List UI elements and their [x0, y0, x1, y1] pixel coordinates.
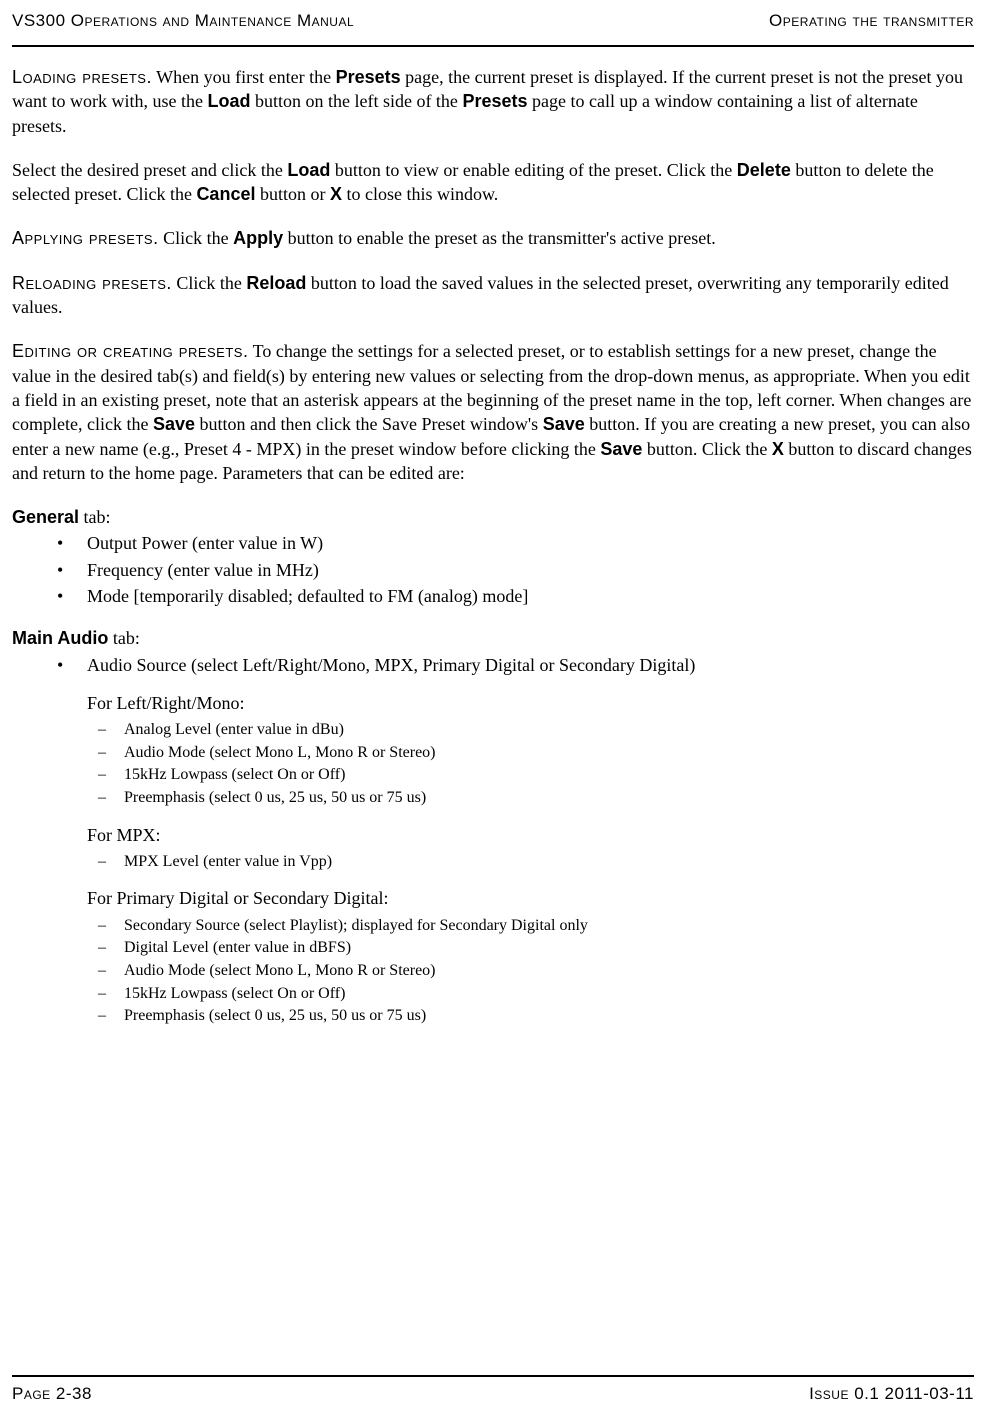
text: button and then click the Save Preset wi… [195, 414, 543, 434]
header-right: Operating the transmitter [769, 10, 974, 33]
list-item: Digital Level (enter value in dBFS) [12, 937, 974, 959]
general-bullets: Output Power (enter value in W) Frequenc… [12, 531, 974, 608]
text: to close this window. [342, 184, 498, 204]
sub-intro-lrm: For Left/Right/Mono: [12, 691, 974, 715]
list-item: Preemphasis (select 0 us, 25 us, 50 us o… [12, 787, 974, 809]
text: Click the [159, 228, 234, 248]
list-item: Output Power (enter value in W) [12, 531, 974, 555]
loading-para-2: Select the desired preset and click the … [12, 158, 974, 207]
save-bold: Save [153, 414, 195, 434]
delete-bold: Delete [737, 160, 791, 180]
save-bold-3: Save [600, 439, 642, 459]
list-item: MPX Level (enter value in Vpp) [12, 851, 974, 873]
text: Click the [172, 273, 247, 293]
x-bold: X [330, 184, 342, 204]
text: button on the left side of the [250, 91, 462, 111]
list-item: Audio Source (select Left/Right/Mono, MP… [12, 653, 974, 677]
page-content: Loading presets. When you first enter th… [12, 65, 974, 1345]
sub-intro-mpx: For MPX: [12, 823, 974, 847]
x-bold-2: X [772, 439, 784, 459]
apply-bold: Apply [233, 228, 283, 248]
main-audio-bullets: Audio Source (select Left/Right/Mono, MP… [12, 653, 974, 677]
loading-para-1: Loading presets. When you first enter th… [12, 65, 974, 138]
load-bold: Load [287, 160, 330, 180]
list-item: Preemphasis (select 0 us, 25 us, 50 us o… [12, 1005, 974, 1027]
text: button. Click the [642, 439, 772, 459]
save-bold-2: Save [543, 414, 585, 434]
footer-right: Issue 0.1 2011-03-11 [809, 1383, 974, 1406]
tab-suffix: tab: [79, 507, 111, 527]
list-item: Secondary Source (select Playlist); disp… [12, 915, 974, 937]
mpx-dashes: MPX Level (enter value in Vpp) [12, 851, 974, 873]
text: button to view or enable editing of the … [330, 160, 736, 180]
sub-intro-digital: For Primary Digital or Secondary Digital… [12, 886, 974, 910]
applying-head: Applying presets. [12, 228, 159, 248]
digital-dashes: Secondary Source (select Playlist); disp… [12, 915, 974, 1027]
list-item: 15kHz Lowpass (select On or Off) [12, 764, 974, 786]
text: button to enable the preset as the trans… [283, 228, 716, 248]
tab-suffix: tab: [108, 628, 140, 648]
editing-head: Editing or creating presets. [12, 341, 248, 361]
text: Select the desired preset and click the [12, 160, 287, 180]
header-left: VS300 Operations and Maintenance Manual [12, 10, 354, 33]
lrm-dashes: Analog Level (enter value in dBu) Audio … [12, 719, 974, 808]
footer-left: Page 2-38 [12, 1383, 92, 1406]
list-item: Analog Level (enter value in dBu) [12, 719, 974, 741]
reloading-para: Reloading presets. Click the Reload butt… [12, 271, 974, 320]
general-tab-section: General tab: Output Power (enter value i… [12, 505, 974, 608]
list-item: Frequency (enter value in MHz) [12, 558, 974, 582]
list-item: Mode [temporarily disabled; defaulted to… [12, 584, 974, 608]
text: When you first enter the [152, 67, 336, 87]
header-rule [12, 45, 974, 47]
reloading-head: Reloading presets. [12, 273, 172, 293]
list-item: Audio Mode (select Mono L, Mono R or Ste… [12, 742, 974, 764]
text: button or [255, 184, 330, 204]
applying-para: Applying presets. Click the Apply button… [12, 226, 974, 250]
page-footer: Page 2-38 Issue 0.1 2011-03-11 [12, 1383, 974, 1406]
main-audio-tab-section: Main Audio tab: Audio Source (select Lef… [12, 626, 974, 1026]
list-item: 15kHz Lowpass (select On or Off) [12, 983, 974, 1005]
reload-bold: Reload [246, 273, 306, 293]
page-header: VS300 Operations and Maintenance Manual … [12, 10, 974, 37]
footer-rule [12, 1375, 974, 1377]
load-bold: Load [207, 91, 250, 111]
loading-head: Loading presets. [12, 67, 152, 87]
editing-para: Editing or creating presets. To change t… [12, 339, 974, 485]
presets-bold-2: Presets [462, 91, 527, 111]
cancel-bold: Cancel [196, 184, 255, 204]
presets-bold: Presets [336, 67, 401, 87]
main-audio-tab-title: Main Audio [12, 628, 108, 648]
list-item: Audio Mode (select Mono L, Mono R or Ste… [12, 960, 974, 982]
general-tab-title: General [12, 507, 79, 527]
